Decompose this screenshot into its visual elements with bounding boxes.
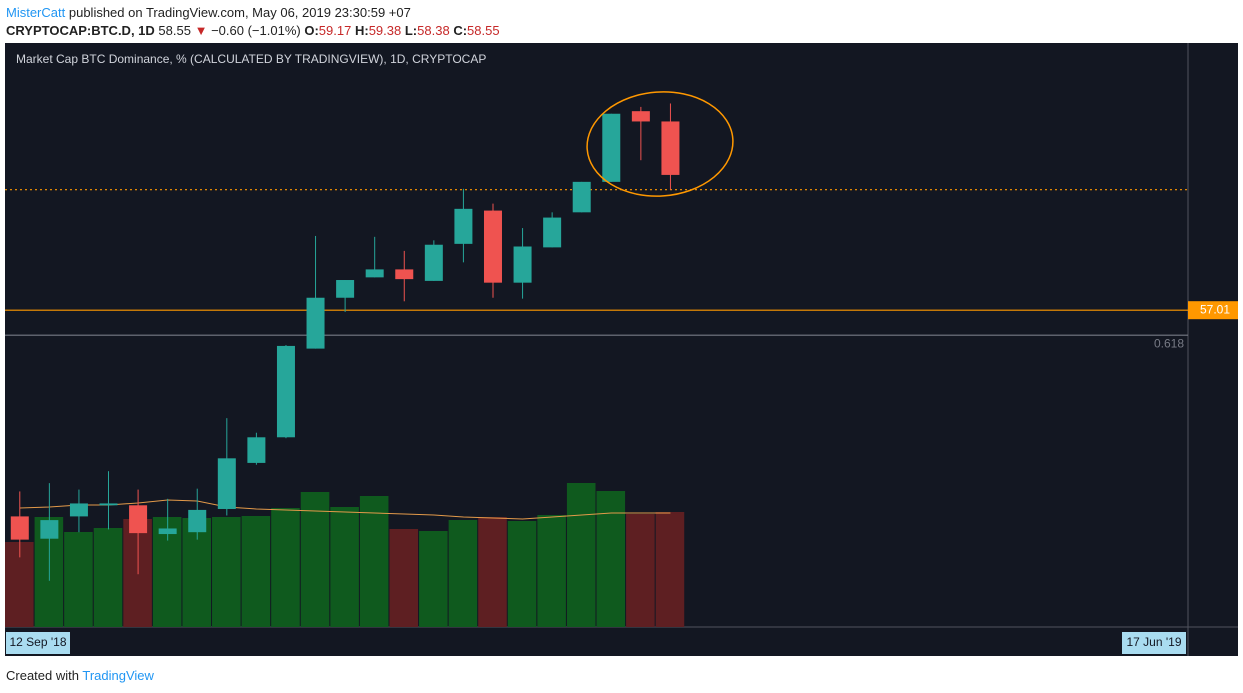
price-marker-box: [1188, 301, 1238, 320]
volume-bar: [271, 508, 300, 627]
candle-body: [454, 208, 473, 244]
volume-bar: [478, 517, 507, 627]
c-label: C:: [453, 23, 468, 38]
volume-ma-line: [19, 499, 671, 520]
volume-bar: [448, 520, 478, 627]
header: MisterCatt published on TradingView.com,…: [6, 4, 500, 40]
candle-body: [188, 509, 207, 533]
arrow: ▼: [194, 23, 208, 38]
candle-body: [483, 210, 502, 283]
range-label-box: [1122, 632, 1186, 654]
volume-bar: [212, 517, 241, 627]
volume-bar: [330, 507, 359, 627]
candle-body: [69, 503, 88, 517]
symbol-line: CRYPTOCAP:BTC.D, 1D 58.55 ▼ −0.60 (−1.01…: [6, 22, 500, 40]
volume-bar: [419, 531, 448, 627]
l: 58.38: [417, 23, 450, 38]
volume-bar: [566, 483, 596, 627]
candle-body: [424, 244, 443, 281]
candle-body: [10, 516, 29, 540]
candle-body: [158, 528, 177, 535]
publish-line: MisterCatt published on TradingView.com,…: [6, 4, 500, 22]
h-label: H:: [354, 23, 369, 38]
volume-bar: [359, 496, 389, 627]
candle-body: [217, 458, 236, 509]
candle-body: [99, 503, 118, 506]
candle-body: [276, 345, 295, 438]
grid: [5, 189, 1188, 336]
brand[interactable]: TradingView: [82, 668, 154, 683]
annotation-circle: [586, 91, 734, 197]
volume-bar: [655, 512, 685, 627]
volume-bar: [389, 529, 419, 627]
candle-body: [572, 181, 591, 213]
footer: Created with TradingView: [6, 668, 154, 683]
o: 59.17: [318, 23, 352, 38]
volume-bar: [241, 516, 271, 627]
volume-bar: [182, 518, 212, 627]
price-marker-label: 57.01: [1200, 302, 1230, 316]
range-label: 17 Jun '19: [1126, 635, 1181, 649]
candle-body: [247, 437, 266, 463]
volume-bar: [300, 492, 330, 627]
volume-bar: [626, 514, 655, 627]
chart-title: Market Cap BTC Dominance, % (CALCULATED …: [16, 52, 486, 66]
candle-body: [395, 269, 414, 280]
volume-bar: [64, 532, 93, 627]
candle-body: [40, 520, 59, 539]
created: Created with: [6, 668, 79, 683]
c: 58.55: [467, 23, 500, 38]
range-label: 12 Sep '18: [9, 635, 66, 649]
symbol: CRYPTOCAP:BTC.D, 1D: [6, 23, 155, 38]
candle-body: [513, 246, 532, 283]
line-label: 0.618: [1154, 336, 1184, 350]
candle-body: [543, 217, 562, 248]
candle-body: [631, 111, 650, 122]
published: published on TradingView.com, May 06, 20…: [68, 5, 411, 20]
candle-body: [129, 505, 148, 534]
o-label: O:: [304, 23, 319, 38]
volume-bar: [596, 491, 626, 627]
volume-bar: [507, 521, 537, 627]
candle-body: [602, 113, 621, 182]
volume-bar: [537, 515, 566, 627]
volume-pane: [5, 483, 685, 627]
axes: 12 Sep '18 17 Jun '19 57.01 0.618: [6, 301, 1238, 654]
last: 58.55: [158, 23, 191, 38]
candle-body: [661, 121, 680, 175]
l-label: L:: [404, 23, 418, 38]
candle-body: [306, 297, 325, 349]
candles: [10, 103, 680, 581]
candle-body: [336, 280, 355, 298]
candle-body: [365, 269, 384, 278]
chart: 12 Sep '18 17 Jun '19 57.01 0.618 Market Ca…: [5, 43, 1238, 656]
h: 59.38: [368, 23, 402, 38]
volume-bar: [93, 528, 123, 627]
change: −0.60 (−1.01%): [211, 23, 301, 38]
range-label-box: [6, 632, 70, 654]
author[interactable]: MisterCatt: [6, 5, 66, 20]
